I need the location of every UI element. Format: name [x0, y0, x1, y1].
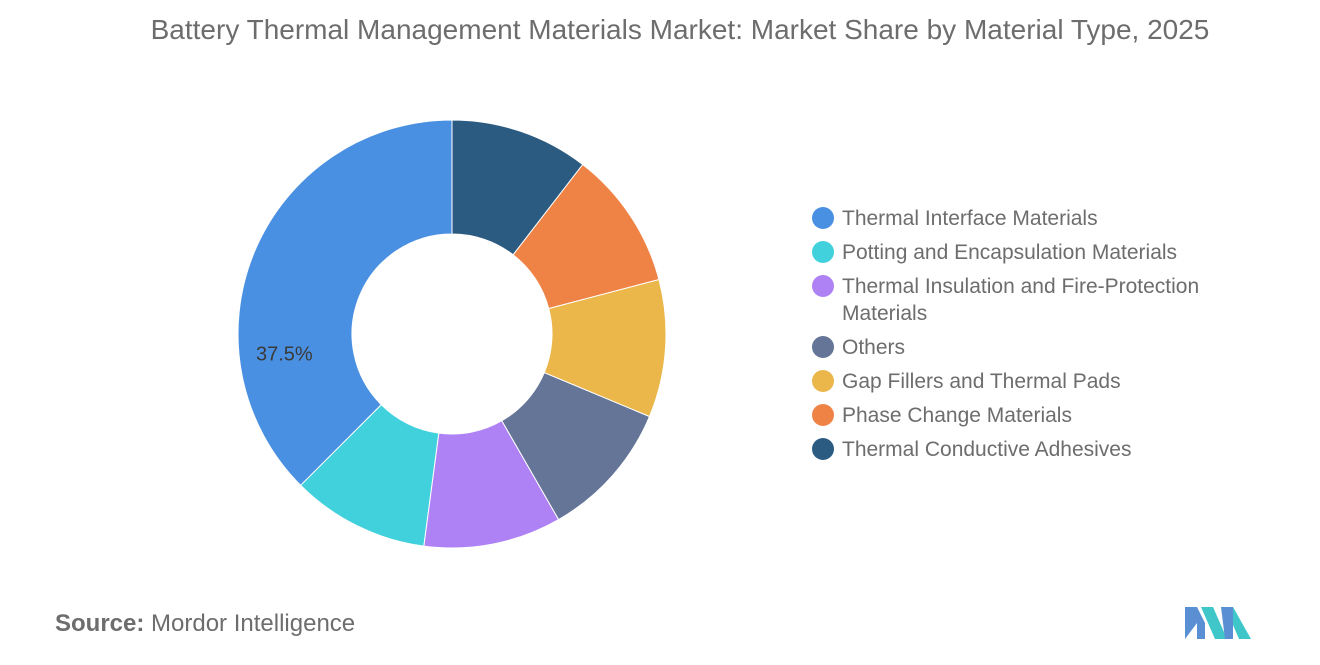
legend-swatch	[812, 370, 834, 392]
legend-item: Thermal Conductive Adhesives	[812, 436, 1242, 463]
legend-label: Potting and Encapsulation Materials	[842, 241, 1178, 264]
legend-swatch	[812, 336, 834, 358]
legend-swatch	[812, 275, 834, 297]
mordor-intelligence-logo	[1185, 607, 1251, 639]
legend-swatch	[812, 438, 834, 460]
source-name: Mordor Intelligence	[151, 610, 356, 637]
legend-item: Potting and Encapsulation Materials	[812, 239, 1242, 266]
legend-label: Thermal Interface Materials	[842, 207, 1098, 230]
donut-slice-thermal-conductive-adhesives	[451, 119, 584, 256]
legend-label: Others	[842, 336, 906, 359]
legend-label: Thermal Insulation and Fire-Protection M…	[842, 275, 1200, 325]
legend-item: Thermal Insulation and Fire-Protection M…	[812, 273, 1242, 327]
donut-data-label: 37.5%	[256, 343, 313, 365]
legend-item: Others	[812, 334, 1242, 361]
legend-item: Phase Change Materials	[812, 402, 1242, 429]
legend-swatch	[812, 404, 834, 426]
source-prefix: Source:	[55, 610, 145, 637]
chart-legend: Thermal Interface Materials Potting and E…	[812, 205, 1242, 470]
legend-label: Phase Change Materials	[842, 404, 1072, 427]
legend-label: Gap Fillers and Thermal Pads	[842, 370, 1121, 393]
donut-slices	[237, 119, 667, 549]
donut-data-labels: 37.5%	[256, 343, 313, 365]
legend-swatch	[812, 207, 834, 229]
donut-slice-thermal-interface-materials	[237, 119, 453, 487]
chart-title: Battery Thermal Management Materials Mar…	[150, 14, 1210, 45]
legend-swatch	[812, 241, 834, 263]
source-note: Source: Mordor Intelligence	[55, 610, 355, 638]
legend-item: Gap Fillers and Thermal Pads	[812, 368, 1242, 395]
legend-label: Thermal Conductive Adhesives	[842, 438, 1132, 461]
legend-item: Thermal Interface Materials	[812, 205, 1242, 232]
